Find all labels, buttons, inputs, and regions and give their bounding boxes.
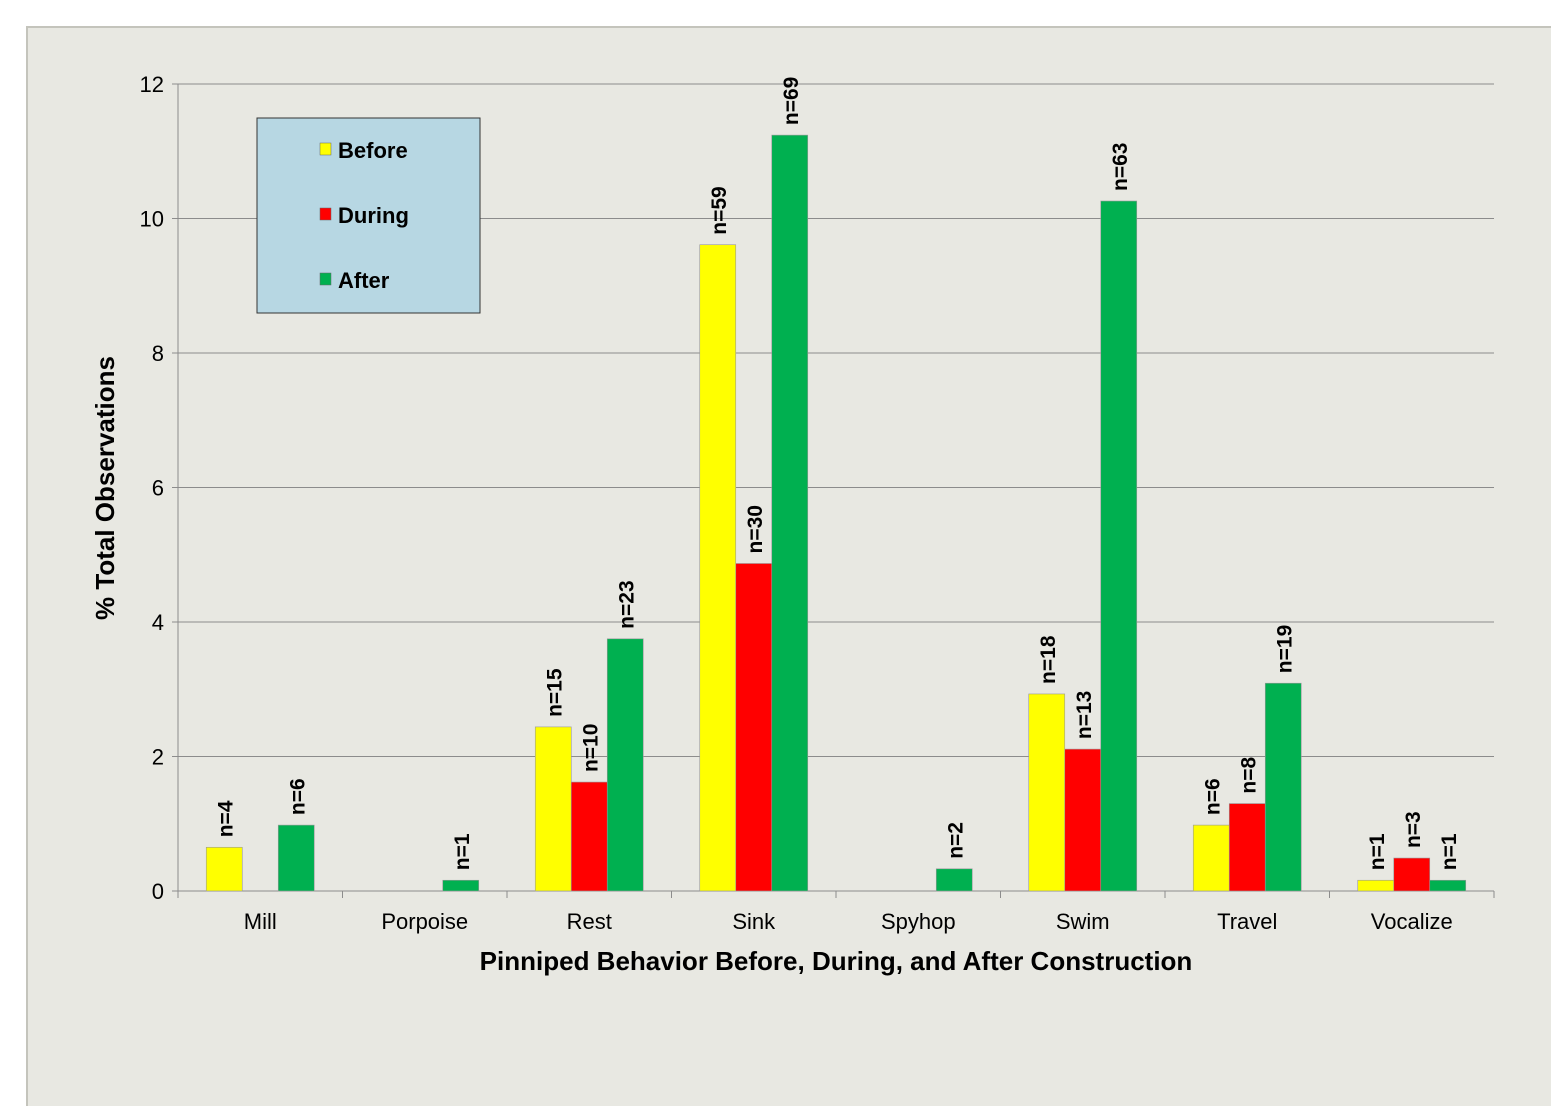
x-tick-label: Spyhop (881, 909, 956, 934)
legend-label-before: Before (338, 138, 408, 163)
x-tick-label: Rest (567, 909, 612, 934)
y-tick-label: 4 (152, 610, 164, 635)
bar-before (205, 846, 243, 892)
bar-before (1192, 824, 1230, 892)
bar-chart: 0 2 4 6 8 10 12 Mill Porpoise Rest Sink Spyhop Swim T… (90, 72, 1495, 976)
bar-during (1228, 803, 1266, 892)
bar-after (1264, 682, 1302, 892)
bar-after (606, 638, 644, 892)
bar-after (771, 134, 809, 892)
y-tick-label: 10 (140, 207, 164, 232)
axes: 0 2 4 6 8 10 12 Mill Porpoise Rest Sink Spyhop Swim T… (140, 72, 1495, 934)
legend-swatch-before (319, 142, 332, 156)
x-tick-label: Vocalize (1371, 909, 1453, 934)
x-tick-label: Porpoise (381, 909, 468, 934)
data-label: n=6 (286, 778, 309, 815)
bar-during (570, 781, 608, 892)
y-tick-label: 12 (140, 72, 164, 97)
x-tick-label: Swim (1056, 909, 1110, 934)
data-label: n=4 (214, 800, 237, 837)
bar-after (442, 879, 480, 892)
legend-box (256, 117, 481, 314)
legend: Before During After (256, 117, 481, 314)
y-axis-title: % Total Observations (90, 356, 120, 620)
data-label: n=1 (451, 833, 474, 870)
bar-after (935, 868, 973, 892)
bars (205, 134, 1467, 892)
bar-during (1064, 748, 1102, 892)
y-tick-label: 8 (152, 341, 164, 366)
data-label: n=69 (780, 77, 803, 125)
data-label: n=23 (615, 580, 638, 628)
data-label: n=30 (744, 505, 767, 553)
data-label: n=10 (579, 724, 602, 772)
legend-label-during: During (338, 203, 409, 228)
data-label: n=63 (1109, 143, 1132, 191)
bar-during (735, 563, 773, 892)
bar-after (1429, 879, 1467, 892)
data-label: n=19 (1273, 625, 1296, 673)
legend-label-after: After (338, 268, 390, 293)
data-label: n=6 (1201, 778, 1224, 815)
bar-before (699, 244, 737, 892)
y-tick-label: 6 (152, 476, 164, 501)
data-label: n=1 (1366, 833, 1389, 870)
data-label: n=3 (1402, 811, 1425, 848)
bar-before (1357, 879, 1395, 892)
data-labels: n=4 n=15 n=59 n=18 n=6 n=1 n=10 n=30 n=13 n=8 n=3 n… (214, 77, 1461, 871)
y-tick-label: 2 (152, 745, 164, 770)
x-tick-label: Sink (732, 909, 776, 934)
bar-before (534, 726, 572, 892)
bar-before (1028, 693, 1066, 892)
bar-after (277, 824, 315, 892)
bar-after (1100, 200, 1138, 892)
data-label: n=8 (1237, 756, 1260, 793)
bar-during (1393, 857, 1431, 892)
data-label: n=13 (1073, 691, 1096, 739)
data-label: n=1 (1438, 833, 1461, 870)
legend-swatch-after (319, 272, 332, 286)
legend-swatch-during (319, 207, 332, 221)
data-label: n=2 (944, 822, 967, 859)
x-tick-label: Mill (244, 909, 277, 934)
y-tick-label: 0 (152, 879, 164, 904)
data-label: n=18 (1037, 635, 1060, 684)
x-axis-title: Pinniped Behavior Before, During, and Af… (480, 946, 1193, 976)
data-label: n=15 (543, 668, 566, 717)
data-label: n=59 (708, 186, 731, 234)
x-tick-label: Travel (1217, 909, 1277, 934)
